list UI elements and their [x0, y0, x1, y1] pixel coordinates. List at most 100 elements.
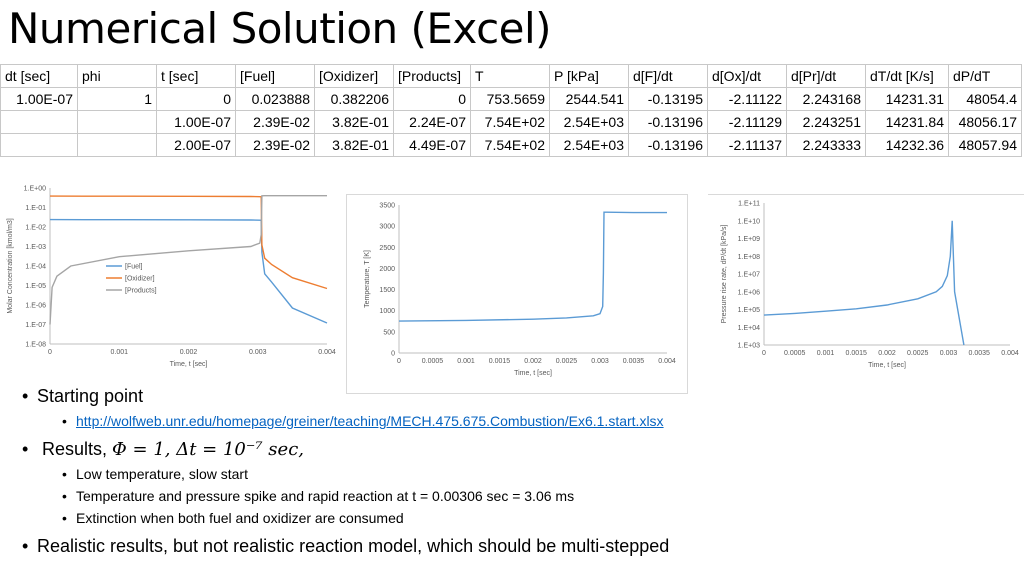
header-t[interactable]: t [sec] — [156, 64, 236, 88]
y-tick-label: 1.E+07 — [738, 272, 760, 279]
table-cell[interactable]: 1 — [77, 87, 157, 111]
y-tick-label: 1.E-06 — [25, 303, 46, 310]
y-tick-label: 1.E+11 — [738, 201, 760, 208]
header-dtdt[interactable]: dT/dt [K/s] — [865, 64, 949, 88]
y-axis-title: Temperature, T [K] — [364, 250, 371, 308]
table-cell[interactable]: 0.023888 — [235, 87, 315, 111]
y-tick-label: 1.E-02 — [25, 225, 46, 232]
table-cell[interactable]: 1.00E-07 — [0, 87, 78, 111]
table-row: 1.00E-07 2.39E-02 3.82E-01 2.24E-07 7.54… — [0, 110, 1022, 134]
header-dpdt[interactable]: dP/dT — [948, 64, 1022, 88]
table-cell[interactable]: 2.54E+03 — [549, 133, 629, 157]
table-cell[interactable]: 0.382206 — [314, 87, 394, 111]
table-cell[interactable]: 2.243333 — [786, 133, 866, 157]
y-tick-label: 1.E-07 — [25, 322, 46, 329]
y-tick-label: 3000 — [379, 224, 395, 231]
header-dfdt[interactable]: d[F]/dt — [628, 64, 708, 88]
table-cell[interactable]: 2.00E-07 — [156, 133, 236, 157]
x-tick-label: 0.0005 — [422, 358, 444, 365]
y-tick-label: 1500 — [379, 287, 395, 294]
y-tick-label: 1.E+10 — [738, 218, 760, 225]
table-cell[interactable]: 753.5659 — [470, 87, 550, 111]
y-tick-label: 1.E-03 — [25, 244, 46, 251]
bullet-text: Extinction when both fuel and oxidizer a… — [76, 510, 404, 526]
y-tick-label: 1.E+06 — [738, 289, 760, 296]
header-fuel[interactable]: [Fuel] — [235, 64, 315, 88]
table-cell[interactable]: -2.11122 — [707, 87, 787, 111]
table-cell[interactable]: 14232.36 — [865, 133, 949, 157]
y-tick-label: 0 — [391, 351, 395, 358]
table-cell[interactable]: 2.243251 — [786, 110, 866, 134]
series-line — [49, 195, 327, 325]
x-tick-label: 0.003 — [591, 358, 609, 365]
header-phi[interactable]: phi — [77, 64, 157, 88]
table-cell[interactable]: 14231.31 — [865, 87, 949, 111]
concentration-chart-svg: 1.E+00 1.E-01 1.E-02 1.E-03 1.E-04 1.E-05 1.E-… — [7, 186, 336, 369]
table-cell[interactable]: 14231.84 — [865, 110, 949, 134]
legend-label: [Oxidizer] — [125, 276, 155, 283]
table-cell[interactable]: 3.82E-01 — [314, 110, 394, 134]
bullet-dot: • — [22, 439, 29, 459]
series-line — [49, 218, 328, 324]
table-cell[interactable]: 0 — [156, 87, 236, 111]
header-oxidizer[interactable]: [Oxidizer] — [314, 64, 394, 88]
table-cell[interactable]: 48057.94 — [948, 133, 1022, 157]
table-cell[interactable]: 4.49E-07 — [393, 133, 471, 157]
y-tick-label: 1.E-04 — [25, 264, 46, 271]
x-tick-label: 0.004 — [658, 358, 676, 365]
x-tick-label: 0.001 — [110, 349, 128, 356]
header-temperature[interactable]: T — [470, 64, 550, 88]
table-cell[interactable]: -0.13196 — [628, 133, 708, 157]
bullet-text: Realistic results, but not realistic rea… — [37, 536, 670, 556]
table-cell[interactable] — [0, 133, 78, 157]
concentration-chart: 1.E+00 1.E-01 1.E-02 1.E-03 1.E-04 1.E-05 1.E-… — [0, 176, 336, 382]
legend-label: [Fuel] — [125, 264, 143, 271]
y-tick-label: 1.E-01 — [25, 205, 46, 212]
header-pressure[interactable]: P [kPa] — [549, 64, 629, 88]
table-cell[interactable]: 2.39E-02 — [235, 110, 315, 134]
y-tick-label: 1.E+00 — [24, 186, 46, 193]
table-cell[interactable]: -2.11137 — [707, 133, 787, 157]
header-dt[interactable]: dt [sec] — [0, 64, 78, 88]
table-cell[interactable]: 2.39E-02 — [235, 133, 315, 157]
bullet-text: Low temperature, slow start — [76, 466, 248, 482]
table-cell[interactable]: -0.13195 — [628, 87, 708, 111]
temperature-chart: 0 500 1000 1500 2000 2500 3000 3500 0 0.0005 0.001… — [346, 194, 688, 394]
table-cell[interactable]: 0 — [393, 87, 471, 111]
bullet-dot: • — [22, 386, 29, 406]
spreadsheet-link[interactable]: http://wolfweb.unr.edu/homepage/greiner/… — [76, 413, 664, 429]
x-axis-title: Time, t [sec] — [868, 362, 906, 369]
table-cell[interactable]: -0.13196 — [628, 110, 708, 134]
table-cell[interactable]: 7.54E+02 — [470, 110, 550, 134]
table-cell[interactable]: 7.54E+02 — [470, 133, 550, 157]
table-cell[interactable] — [77, 133, 157, 157]
table-cell[interactable]: 2.243168 — [786, 87, 866, 111]
bullet-text: Temperature and pressure spike and rapid… — [76, 488, 575, 504]
x-axis-title: Time, t [sec] — [170, 361, 208, 368]
table-cell[interactable]: 2.24E-07 — [393, 110, 471, 134]
header-dprdt[interactable]: d[Pr]/dt — [786, 64, 866, 88]
x-tick-label: 0.0025 — [556, 358, 578, 365]
y-tick-label: 1.E+05 — [738, 307, 760, 314]
table-cell[interactable]: 2544.541 — [549, 87, 629, 111]
header-doxdt[interactable]: d[Ox]/dt — [707, 64, 787, 88]
table-cell[interactable] — [0, 110, 78, 134]
table-cell[interactable]: 3.82E-01 — [314, 133, 394, 157]
table-row: 1.00E-07 1 0 0.023888 0.382206 0 753.565… — [0, 87, 1022, 111]
x-tick-label: 0.002 — [878, 350, 896, 357]
table-cell[interactable] — [77, 110, 157, 134]
table-cell[interactable]: 1.00E-07 — [156, 110, 236, 134]
table-cell[interactable]: 2.54E+03 — [549, 110, 629, 134]
table-cell[interactable]: 48056.17 — [948, 110, 1022, 134]
x-tick-label: 0.003 — [249, 349, 267, 356]
bullet-text: Results, Φ = 1, Δt = 10⁻⁷ sec, — [42, 439, 304, 460]
x-tick-label: 0.004 — [1001, 350, 1019, 357]
x-axis-title: Time, t [sec] — [514, 370, 552, 377]
x-tick-label: 0.0025 — [907, 350, 929, 357]
y-axis-title: Pressure rise rate, dP/dt [kPa/s] — [721, 225, 728, 324]
table-cell[interactable]: -2.11129 — [707, 110, 787, 134]
table-cell[interactable]: 48054.4 — [948, 87, 1022, 111]
header-products[interactable]: [Products] — [393, 64, 471, 88]
series-line — [49, 195, 328, 290]
x-tick-label: 0.004 — [318, 349, 336, 356]
